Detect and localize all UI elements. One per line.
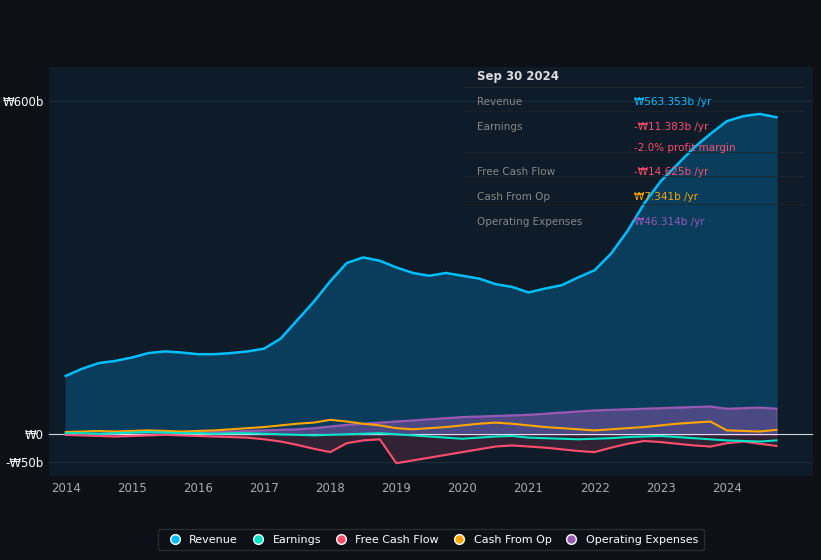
- Text: ₩46.314b /yr: ₩46.314b /yr: [635, 217, 705, 227]
- Text: Revenue: Revenue: [478, 97, 523, 107]
- Text: Cash From Op: Cash From Op: [478, 192, 551, 202]
- Legend: Revenue, Earnings, Free Cash Flow, Cash From Op, Operating Expenses: Revenue, Earnings, Free Cash Flow, Cash …: [158, 529, 704, 550]
- Text: -₩14.625b /yr: -₩14.625b /yr: [635, 167, 709, 178]
- Text: Sep 30 2024: Sep 30 2024: [478, 71, 559, 83]
- Text: -2.0% profit margin: -2.0% profit margin: [635, 143, 736, 153]
- Text: ₩563.353b /yr: ₩563.353b /yr: [635, 97, 712, 107]
- Text: ₩7.341b /yr: ₩7.341b /yr: [635, 192, 698, 202]
- Text: -₩11.383b /yr: -₩11.383b /yr: [635, 122, 709, 132]
- Text: Free Cash Flow: Free Cash Flow: [478, 167, 556, 178]
- Text: Operating Expenses: Operating Expenses: [478, 217, 583, 227]
- Text: Earnings: Earnings: [478, 122, 523, 132]
